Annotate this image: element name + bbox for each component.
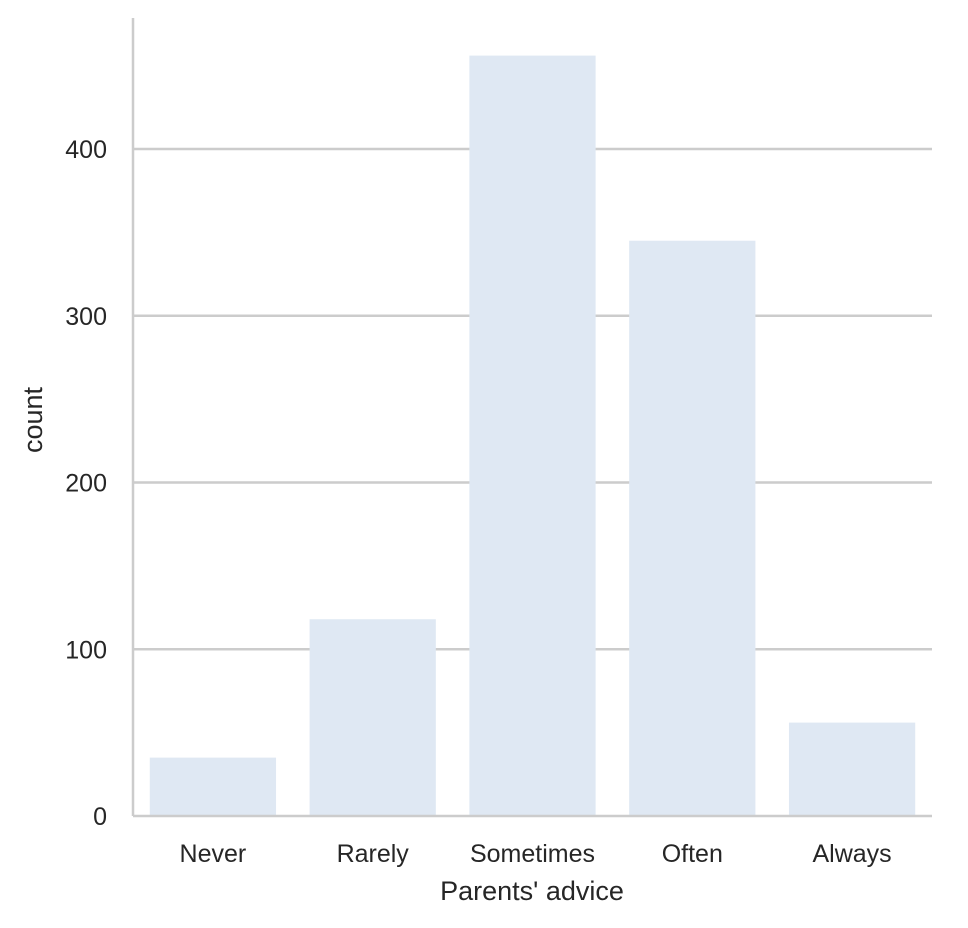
bar-never [149, 757, 277, 816]
bars [149, 55, 916, 817]
x-tick-labels: Never Rarely Sometimes Often Always [180, 840, 892, 868]
bar-rarely [309, 619, 436, 816]
x-tick-label: Never [180, 840, 247, 868]
x-tick-label: Often [662, 840, 723, 868]
x-tick-label: Sometimes [470, 840, 595, 868]
y-tick-label: 400 [65, 136, 107, 164]
x-tick-label: Rarely [337, 840, 410, 868]
axes [131, 18, 932, 818]
y-tick-labels: 0 100 200 300 400 [65, 136, 107, 831]
y-tick-label: 200 [65, 470, 107, 498]
bar-sometimes [469, 55, 596, 817]
y-tick-label: 100 [65, 636, 107, 664]
x-tick-label: Always [813, 840, 892, 868]
y-axis-label: count [18, 386, 48, 453]
y-tick-label: 0 [93, 803, 107, 831]
bar-often [629, 240, 756, 816]
y-tick-label: 300 [65, 303, 107, 331]
bar-always [788, 722, 916, 816]
x-axis-label: Parents' advice [440, 876, 624, 906]
